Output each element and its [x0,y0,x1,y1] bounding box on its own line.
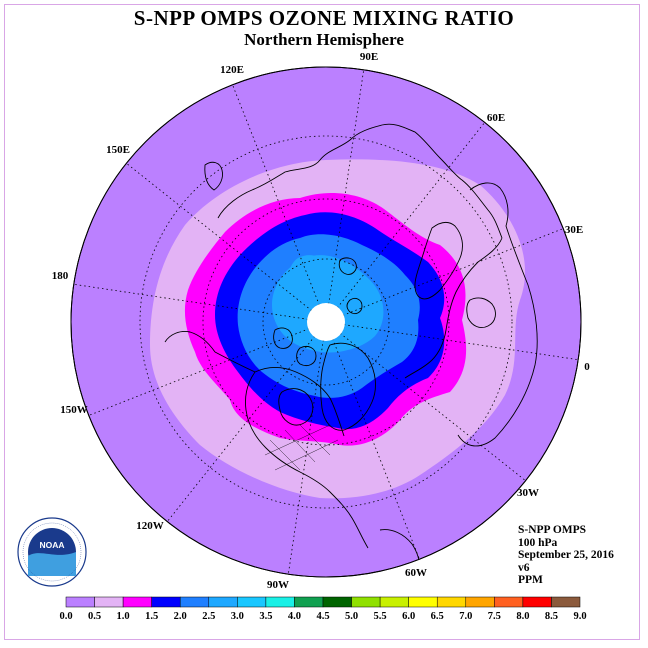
logo-ring-text [22,522,82,582]
info-units: PPM [518,574,543,586]
lat-lon-grid [73,69,579,575]
coastline-hudson-bay [278,388,314,426]
meridian-line [325,321,420,560]
meridian-line [88,321,327,416]
colorbar-swatch [294,596,324,608]
lat-circle-70 [262,258,390,386]
colorbar-tick-label: 3.5 [259,611,272,622]
lon-label-180: 180 [52,270,69,282]
lon-label-90w: 90W [267,579,289,591]
meridian-line [325,228,564,323]
page-subtitle: Northern Hemisphere [244,30,404,49]
lon-label-0: 0 [584,361,590,373]
figure-frame [4,4,640,640]
lon-label-60e: 60E [487,112,505,124]
page-title: S-NPP OMPS OZONE MIXING RATIO [133,6,515,30]
meridian-line [232,84,327,323]
coastline-arabia-africa [457,182,538,447]
colorbar-tick-label: 4.5 [316,611,329,622]
lon-label-150w: 150W [60,404,88,416]
colorbar-tick-label: 4.0 [288,611,301,622]
colorbar-tick-label: 1.5 [145,611,158,622]
colorbar-swatch [494,596,524,608]
colorbar-tick-label: 7.0 [459,611,472,622]
coastline-scandinavia [414,221,463,300]
colorbar: 0.0 0.5 1.0 1.5 2.0 2.5 3.0 3.5 4.0 4.5 5.0 5.5 6.0 6… [59,596,587,622]
colorbar-swatch [94,596,124,608]
lon-label-30e: 30E [565,224,583,236]
colorbar-swatch [351,596,381,608]
band-2-5-3-0-lobe [288,255,328,298]
logo-text: NOAA [39,540,64,550]
colorbar-tick-label: 0.5 [88,611,101,622]
info-pressure: 100 hPa [518,536,558,549]
colorbar-swatch [237,596,267,608]
colorbar-swatch [436,596,467,608]
info-date: September 25, 2016 [518,549,614,561]
colorbar-swatch [208,596,238,608]
colorbar-tick-label: 5.0 [345,611,358,622]
colorbar-swatch [265,596,295,608]
coastline-alaska [164,331,256,373]
colorbar-tick-label: 1.0 [117,611,130,622]
coastlines [164,123,538,577]
logo-wave [28,552,76,576]
coastline-eurasia [217,123,503,379]
info-version: v6 [518,561,530,574]
meridian-line [73,283,327,323]
polar-missing-data [307,303,345,341]
colorbar-swatch [65,596,95,608]
meridian-line [166,321,327,522]
colorbar-swatch [551,596,581,608]
lat-circle-30 [139,135,513,509]
colorbar-tick-label: 9.0 [573,611,586,622]
map-border [70,66,582,578]
us-state-grid [264,424,339,471]
colorbar-tick-label: 6.0 [402,611,415,622]
lon-label-90e: 90E [360,51,378,63]
info-block: S-NPP OMPS 100 hPa September 25, 2016 v6… [518,524,614,587]
meridian-line [325,321,579,361]
colorbar-tick-label: 2.0 [174,611,187,622]
lon-label-150e: 150E [106,144,130,156]
lon-label-120w: 120W [136,520,164,532]
colorbar-swatch [122,596,152,608]
colorbar-tick-label: 7.5 [488,611,501,622]
meridian-line [325,321,526,482]
lon-label-30w: 30W [517,487,539,499]
colorbar-swatch [408,596,438,608]
coastline-arctic-islands [273,257,363,367]
colorbar-tick-label: 6.5 [431,611,444,622]
coastline-greenland [320,342,376,431]
colorbar-swatch [379,596,409,608]
colorbar-tick-label: 8.5 [545,611,558,622]
meridian-line [126,162,327,323]
colorbar-tick-label: 2.5 [202,611,215,622]
colorbar-tick-label: 0.0 [59,611,72,622]
colorbar-tick-label: 8.0 [516,611,529,622]
colorbar-swatch [465,596,495,608]
colorbar-tick-label: 5.5 [374,611,387,622]
coastline-north-america [245,367,369,549]
colorbar-tick-label: 3.0 [231,611,244,622]
lon-label-120e: 120E [220,64,244,76]
meridian-line [325,122,486,323]
colorbar-swatch [151,596,181,608]
coastline-japan [204,161,223,191]
longitude-labels: 90E 60E 30E 0 30W 60W 90W 120W 150W 180 … [52,51,591,591]
lat-circle-50 [202,198,450,446]
colorbar-swatch [522,596,552,608]
colorbar-swatch [322,596,352,608]
coastline-mediterranean [466,297,496,329]
colorbar-swatch [179,596,210,608]
meridian-line [325,69,365,323]
lon-label-60w: 60W [405,567,427,579]
info-instrument: S-NPP OMPS [518,524,587,536]
noaa-logo: NOAA [17,517,87,587]
meridian-line [287,321,327,575]
